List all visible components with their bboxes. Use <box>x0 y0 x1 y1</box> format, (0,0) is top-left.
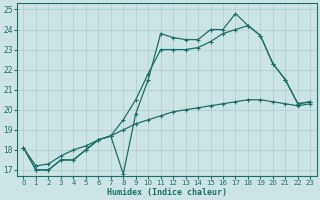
X-axis label: Humidex (Indice chaleur): Humidex (Indice chaleur) <box>107 188 227 197</box>
